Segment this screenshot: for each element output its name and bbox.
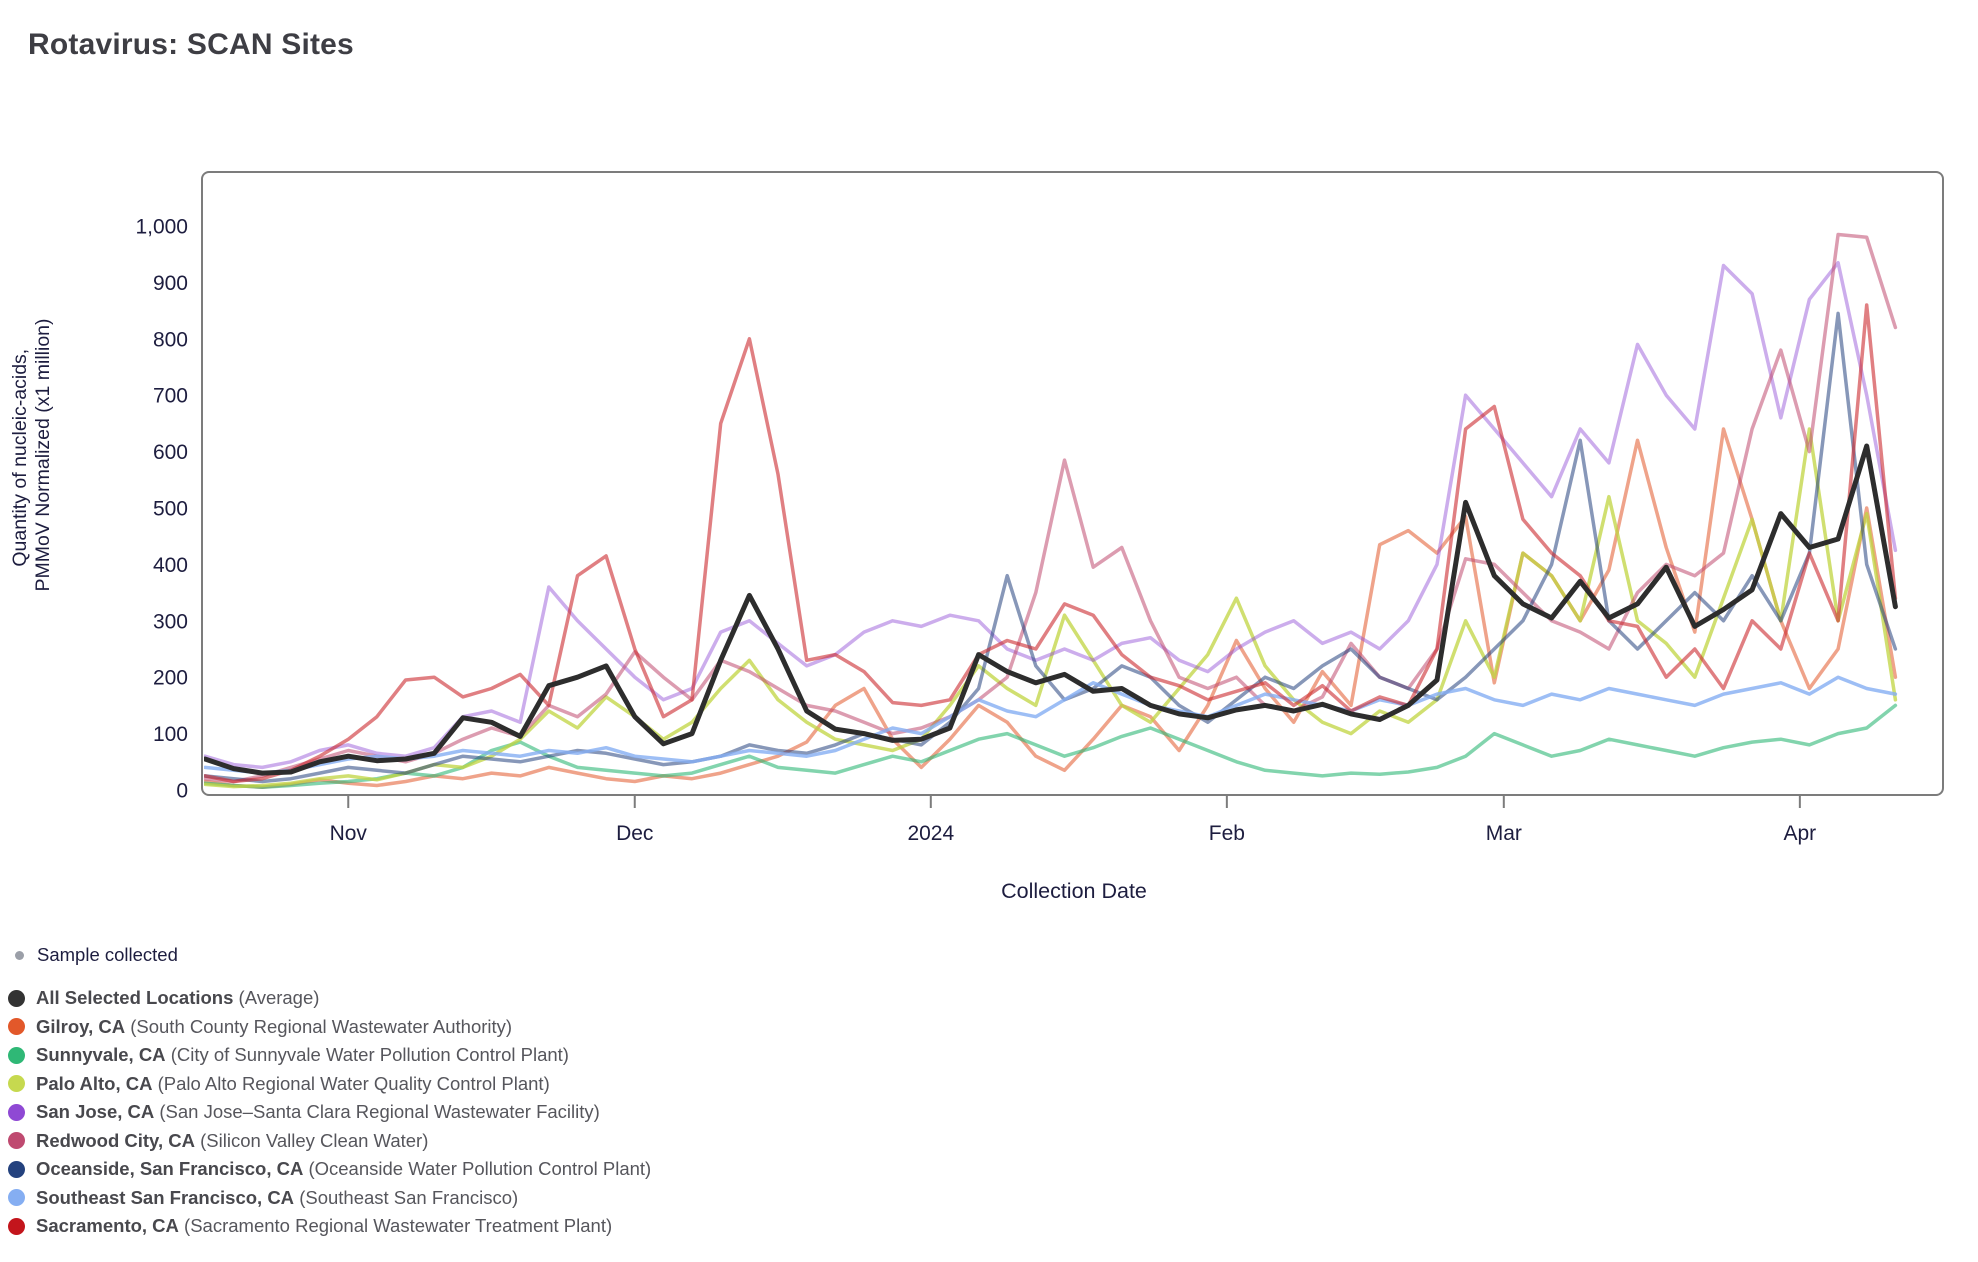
y-tick-label-1000: 1,000 xyxy=(135,216,188,239)
legend-detail: (City of Sunnyvale Water Pollution Contr… xyxy=(170,1044,569,1066)
legend-dot-southeast-san-francisco-ca-icon xyxy=(8,1189,25,1207)
series-line-oceanside-san-francisco-ca[interactable] xyxy=(204,311,1898,784)
y-tick-label-800: 800 xyxy=(153,328,188,351)
legend-dot-oceanside-san-francisco-ca-icon xyxy=(8,1160,25,1178)
legend-name: Southeast San Francisco, CA xyxy=(36,1186,295,1208)
legend-item-gilroy-ca[interactable]: Gilroy, CA (South County Regional Wastew… xyxy=(8,1013,651,1042)
legend-item-all-selected-locations[interactable]: All Selected Locations (Average) xyxy=(8,984,651,1013)
series-line-san-jose-ca[interactable] xyxy=(204,260,1898,770)
legend-dot-redwood-city-ca-icon xyxy=(8,1132,25,1150)
legend-item-sunnyvale-ca[interactable]: Sunnyvale, CA (City of Sunnyvale Water P… xyxy=(8,1041,651,1070)
legend-item-southeast-san-francisco-ca[interactable]: Southeast San Francisco, CA (Southeast S… xyxy=(8,1184,651,1213)
x-tick-label-nov: Nov xyxy=(330,822,368,845)
y-tick-label-400: 400 xyxy=(153,554,188,577)
legend-detail: (South County Regional Wastewater Author… xyxy=(130,1015,513,1037)
y-tick-label-200: 200 xyxy=(153,667,188,690)
x-tick-label-mar: Mar xyxy=(1486,822,1522,845)
legend-name: San Jose, CA xyxy=(36,1101,155,1123)
x-tick-label-2024: 2024 xyxy=(907,822,954,845)
legend-item-redwood-city-ca[interactable]: Redwood City, CA (Silicon Valley Clean W… xyxy=(8,1127,651,1156)
chart-legend: Sample collected All Selected Locations … xyxy=(8,942,651,1241)
legend-name: Sacramento, CA xyxy=(36,1215,179,1237)
y-tick-label-0: 0 xyxy=(176,780,188,803)
y-axis-title: Quantity of nucleic-acids, PMMoV Normali… xyxy=(9,318,54,591)
legend-dot-sunnyvale-ca-icon xyxy=(8,1046,25,1064)
legend-name: Palo Alto, CA xyxy=(36,1072,153,1094)
y-tick-label-500: 500 xyxy=(153,498,188,521)
sample-collected-dot-icon xyxy=(15,950,24,960)
x-axis-ticks: Nov Dec 2024 Feb Mar Apr xyxy=(330,795,1817,845)
x-tick-label-feb: Feb xyxy=(1209,822,1245,845)
y-tick-label-100: 100 xyxy=(153,723,188,746)
y-tick-label-600: 600 xyxy=(153,441,188,464)
line-chart: 0 100 200 300 400 500 600 700 800 900 1,000 Nov Dec… xyxy=(9,171,1944,903)
series-line-sacramento-ca[interactable] xyxy=(204,303,1898,784)
legend-item-san-jose-ca[interactable]: San Jose, CA (San Jose–Santa Clara Regio… xyxy=(8,1098,651,1127)
x-tick-label-dec: Dec xyxy=(616,822,653,845)
legend-dot-san-jose-ca-icon xyxy=(8,1103,25,1121)
sample-collected-label: Sample collected xyxy=(37,944,178,965)
plot-frame xyxy=(201,171,1944,796)
legend-dot-all-selected-locations-icon xyxy=(8,989,25,1007)
y-tick-label-900: 900 xyxy=(153,272,188,295)
series-lines xyxy=(204,232,1898,789)
series-line-southeast-san-francisco-ca[interactable] xyxy=(204,675,1898,775)
legend-dot-sacramento-ca-icon xyxy=(8,1217,25,1235)
legend-item-oceanside-san-francisco-ca[interactable]: Oceanside, San Francisco, CA (Oceanside … xyxy=(8,1155,651,1184)
legend-detail: (Sacramento Regional Wastewater Treatmen… xyxy=(184,1215,613,1237)
series-line-redwood-city-ca[interactable] xyxy=(204,232,1898,784)
legend-dot-gilroy-ca-icon xyxy=(8,1018,25,1036)
legend-detail: (Southeast San Francisco) xyxy=(299,1186,519,1208)
legend-item-sample-collected[interactable]: Sample collected xyxy=(8,942,651,968)
page-title: Rotavirus: SCAN Sites xyxy=(28,28,354,61)
legend-detail: (Palo Alto Regional Water Quality Contro… xyxy=(157,1072,550,1094)
series-line-gilroy-ca[interactable] xyxy=(204,427,1898,789)
legend-name: All Selected Locations xyxy=(36,987,234,1009)
legend-detail: (Average) xyxy=(238,987,320,1009)
x-tick-label-apr: Apr xyxy=(1784,822,1817,845)
legend-name: Oceanside, San Francisco, CA xyxy=(36,1158,304,1180)
legend-dot-palo-alto-ca-icon xyxy=(8,1075,25,1093)
y-tick-label-300: 300 xyxy=(153,610,188,633)
legend-detail: (San Jose–Santa Clara Regional Wastewate… xyxy=(159,1101,600,1123)
legend-name: Gilroy, CA xyxy=(36,1015,126,1037)
legend-detail: (Oceanside Water Pollution Control Plant… xyxy=(308,1158,652,1180)
legend-item-sacramento-ca[interactable]: Sacramento, CA (Sacramento Regional Wast… xyxy=(8,1212,651,1241)
y-axis-tick-labels: 0 100 200 300 400 500 600 700 800 900 1,000 xyxy=(135,216,188,803)
series-legend-list: All Selected Locations (Average) Gilroy, … xyxy=(8,984,651,1241)
legend-name: Sunnyvale, CA xyxy=(36,1044,166,1066)
legend-detail: (Silicon Valley Clean Water) xyxy=(200,1129,429,1151)
series-line-all-selected-locations[interactable] xyxy=(204,443,1898,776)
series-line-palo-alto-ca[interactable] xyxy=(204,427,1898,789)
y-tick-label-700: 700 xyxy=(153,385,188,408)
legend-item-palo-alto-ca[interactable]: Palo Alto, CA (Palo Alto Regional Water … xyxy=(8,1070,651,1099)
legend-name: Redwood City, CA xyxy=(36,1129,195,1151)
x-axis-title: Collection Date xyxy=(1001,879,1147,903)
series-line-sunnyvale-ca[interactable] xyxy=(204,703,1898,789)
